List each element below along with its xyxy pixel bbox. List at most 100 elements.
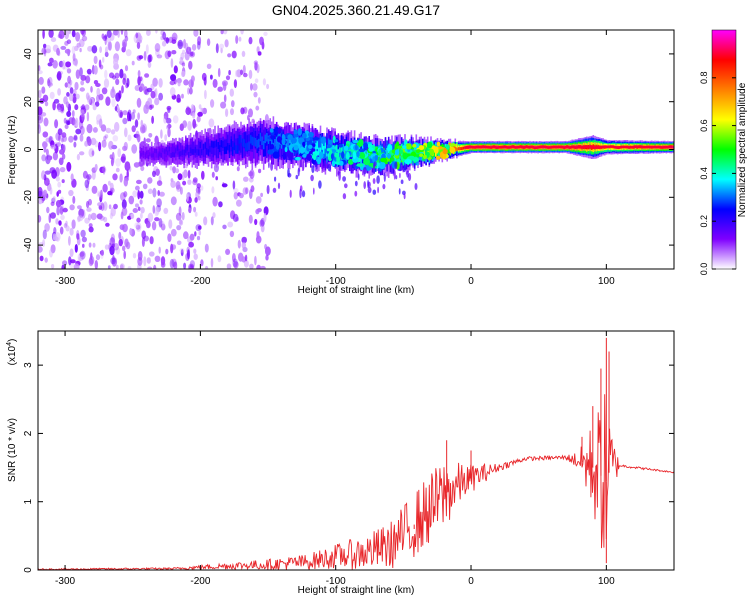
noise-blob (47, 156, 51, 163)
noise-blob (109, 212, 113, 220)
noise-blob (143, 104, 149, 114)
noise-blob (64, 82, 69, 88)
noise-blob (210, 99, 215, 108)
trace-band (168, 146, 171, 152)
noise-blob (132, 190, 138, 198)
noise-blob (127, 266, 132, 269)
snr-panel: -300 -200 -100 0 100 0 1 2 3 Height of straight… (6, 330, 675, 596)
noise-blob (109, 182, 114, 192)
noise-blob (158, 92, 164, 101)
noise-blob (243, 106, 248, 114)
noise-blob (193, 248, 197, 254)
noise-blob (141, 230, 146, 239)
trace-blob (352, 139, 359, 144)
trace-blob (372, 178, 376, 184)
trace-band (147, 155, 150, 159)
snr-x-tick-label: -200 (190, 576, 210, 587)
noise-blob (248, 171, 254, 177)
trace-band (254, 138, 257, 147)
noise-blob (44, 257, 48, 263)
snr-y-tick-label: 2 (23, 430, 34, 436)
noise-blob (102, 56, 105, 63)
trace-blob (423, 154, 427, 159)
noise-blob (130, 112, 136, 120)
noise-blob (41, 86, 46, 94)
trace-band (314, 143, 317, 152)
noise-blob (146, 30, 151, 36)
noise-blob (198, 225, 202, 230)
trace-band (297, 135, 299, 144)
noise-blob (79, 134, 84, 142)
noise-blob (206, 63, 212, 69)
colorbar-tick-label: 0.2 (699, 215, 709, 228)
trace-band (280, 129, 283, 147)
noise-blob (61, 60, 66, 70)
noise-blob (101, 139, 107, 148)
trace-blob (404, 159, 412, 165)
noise-blob (112, 135, 119, 142)
noise-blob (137, 190, 141, 200)
noise-blob (43, 43, 47, 49)
trace-blob (449, 146, 456, 154)
trace-band (220, 141, 223, 156)
trace-band (391, 155, 393, 163)
noise-blob (147, 61, 152, 68)
noise-blob (143, 50, 147, 61)
noise-blob (242, 64, 246, 75)
noise-blob (221, 183, 228, 188)
trace-band (240, 135, 242, 143)
noise-blob (81, 35, 88, 42)
noise-blob (232, 180, 236, 190)
noise-blob (42, 239, 46, 247)
trace-band (318, 147, 320, 156)
noise-blob (153, 264, 157, 269)
trace-blob (352, 151, 357, 160)
noise-blob (237, 239, 241, 249)
noise-blob (231, 100, 235, 108)
trace-band (222, 140, 224, 149)
noise-blob (248, 36, 253, 45)
noise-blob (49, 167, 56, 174)
snr-marks (38, 337, 674, 570)
noise-blob (227, 221, 234, 228)
snr-x-ticks: -300 -200 -100 0 100 (55, 331, 615, 587)
trace-band (344, 149, 346, 165)
noise-blob (130, 213, 135, 219)
noise-blob (241, 256, 246, 263)
noise-blob (57, 128, 63, 136)
figure-title: GN04.2025.360.21.49.G17 (272, 2, 440, 18)
noise-blob (79, 87, 86, 92)
noise-blob (65, 225, 70, 232)
snr-y-tick-label: 1 (23, 498, 34, 504)
noise-blob (67, 75, 71, 84)
noise-blob (38, 114, 44, 124)
noise-blob (194, 211, 198, 217)
noise-blob (122, 77, 126, 85)
noise-blob (76, 233, 80, 240)
trace-band (194, 146, 197, 153)
snr-scale-exponent: 4 (6, 342, 13, 346)
noise-blob (90, 252, 93, 261)
trace-band (397, 154, 400, 162)
trace-blob (281, 138, 286, 146)
trace-band (349, 141, 351, 157)
noise-blob (85, 92, 90, 100)
trace-blob (350, 169, 354, 174)
trace-blob (402, 145, 407, 149)
trace-band (261, 136, 263, 145)
spectrogram-y-tick-label: 20 (23, 96, 34, 108)
trace-blob (267, 149, 274, 155)
noise-blob (201, 170, 205, 180)
noise-blob (260, 192, 263, 198)
trace-blob (328, 156, 332, 162)
trace-blob (326, 148, 330, 152)
trace-blob (330, 153, 334, 160)
trace-blob (397, 145, 403, 149)
noise-blob (147, 177, 153, 184)
trace-band (204, 144, 206, 158)
colorbar-tick-label: 0.0 (699, 263, 709, 276)
trace-blob (376, 175, 380, 184)
snr-x-label: Height of straight line (km) (298, 585, 415, 596)
trace-blob (302, 160, 305, 171)
spectrogram-clip-group (38, 30, 674, 269)
